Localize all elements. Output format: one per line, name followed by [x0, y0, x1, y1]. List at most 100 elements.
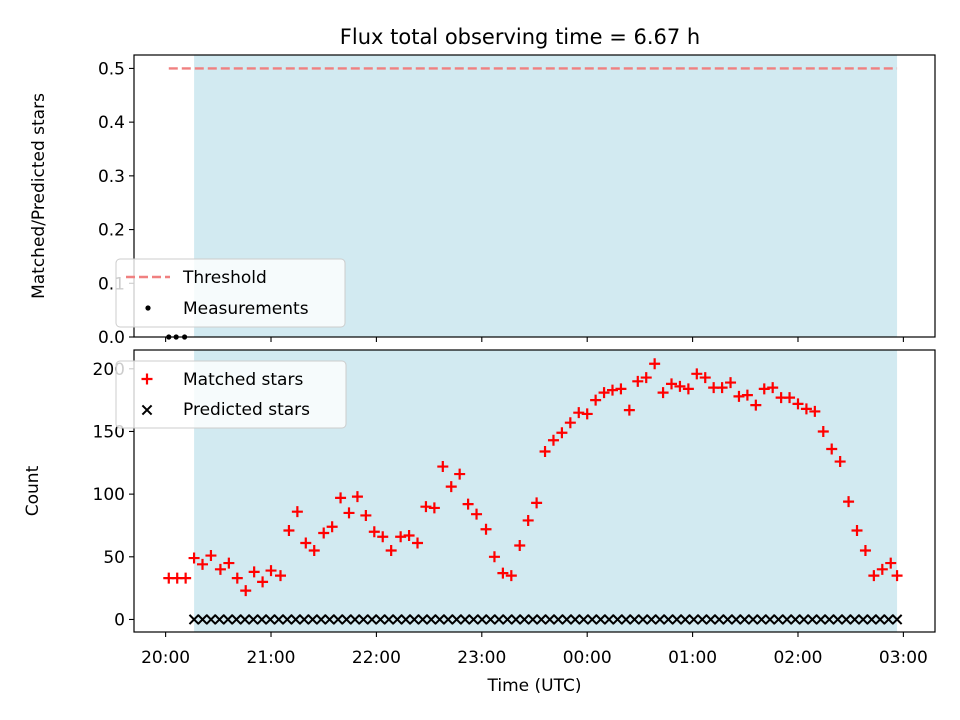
matched-star-point — [891, 570, 903, 582]
predicted-star-point — [747, 614, 759, 625]
predicted-star-point — [807, 614, 818, 625]
matched-star-point — [274, 570, 286, 582]
predicted-star-point — [197, 614, 208, 625]
matched-star-point — [403, 529, 415, 541]
matched-star-point — [420, 501, 432, 513]
matched-star-point — [733, 390, 745, 402]
matched-star-point — [395, 531, 407, 543]
matched-star-point — [437, 461, 449, 473]
predicted-star-point — [400, 614, 412, 625]
matched-star-point — [257, 576, 269, 588]
y-tick-label: 100 — [93, 485, 125, 505]
legend-measurement-label: Measurements — [183, 299, 309, 319]
matched-star-point — [231, 572, 243, 584]
matched-star-point — [385, 545, 397, 557]
predicted-star-point — [688, 614, 700, 625]
count-plot-content — [163, 358, 903, 625]
ratio-legend: Threshold Measurements — [115, 258, 346, 328]
x-tick-label: 22:00 — [352, 648, 401, 668]
predicted-star-point — [544, 614, 556, 625]
predicted-star-point — [891, 614, 903, 625]
matched-star-point — [725, 377, 737, 389]
matched-star-point — [360, 509, 372, 521]
predicted-star-point — [696, 614, 708, 625]
x-tick-label: 23:00 — [457, 648, 506, 668]
matched-star-point — [682, 383, 694, 395]
predicted-star-point — [231, 614, 242, 625]
predicted-star-point — [866, 614, 877, 625]
ratio-plot-frame — [133, 54, 936, 338]
matched-star-point — [590, 394, 602, 406]
predicted-star-point — [680, 614, 691, 625]
predicted-star-point — [857, 614, 869, 625]
predicted-star-point — [798, 614, 810, 625]
y-tick-label: 50 — [103, 548, 125, 568]
predicted-star-point — [629, 614, 640, 625]
predicted-star-point — [705, 614, 717, 625]
matched-star-point — [666, 378, 678, 390]
predicted-star-point — [273, 614, 285, 625]
matched-star-point — [412, 537, 424, 549]
matched-star-point — [514, 540, 526, 552]
predicted-star-point — [434, 614, 446, 625]
count-plot-frame — [133, 349, 936, 633]
predicted-star-point — [408, 614, 420, 625]
matched-star-point — [868, 570, 880, 582]
predicted-star-point — [764, 614, 776, 625]
matched-star-point — [716, 382, 728, 394]
predicted-star-point — [730, 614, 742, 625]
matched-star-point — [335, 492, 347, 504]
matched-star-point — [750, 399, 762, 411]
matched-star-point — [843, 496, 855, 508]
predicted-star-point — [536, 614, 547, 625]
predicted-star-point — [239, 614, 251, 625]
predicted-star-point — [214, 614, 225, 625]
predicted-star-point — [569, 614, 581, 625]
matched-star-point — [300, 537, 312, 549]
predicted-star-point — [883, 614, 894, 625]
matched-star-point — [428, 502, 440, 514]
predicted-star-point — [493, 614, 505, 625]
matched-star-point — [318, 527, 330, 539]
matched-star-point — [623, 404, 635, 416]
matched-star-point — [522, 514, 534, 526]
matched-star-point — [741, 389, 753, 401]
matched-star-point — [248, 566, 260, 578]
legend-measurement-swatch — [145, 305, 151, 311]
matched-star-point — [834, 456, 846, 468]
matched-star-point — [223, 557, 235, 569]
matched-star-point — [758, 383, 770, 395]
predicted-star-point — [315, 614, 327, 625]
ratio-y-axis-label: Matched/Predicted stars — [29, 93, 49, 299]
matched-star-point — [826, 443, 838, 455]
predicted-star-point — [815, 614, 827, 625]
matched-star-point — [598, 387, 610, 399]
matched-star-point — [308, 545, 320, 557]
predicted-star-point — [324, 614, 335, 625]
predicted-star-point — [849, 614, 861, 625]
predicted-star-point — [307, 614, 318, 625]
predicted-star-point — [646, 614, 657, 625]
predicted-star-point — [358, 614, 369, 625]
matched-star-point — [240, 585, 252, 597]
predicted-star-point — [874, 614, 886, 625]
predicted-star-point — [502, 614, 513, 625]
ratio-panel: 0.00.10.20.30.40.5 Matched/Predicted sta… — [29, 54, 936, 348]
matched-star-point — [640, 372, 652, 384]
x-tick-label: 00:00 — [563, 648, 612, 668]
x-tick-label: 03:00 — [879, 648, 928, 668]
predicted-star-point — [552, 614, 564, 625]
predicted-star-point — [781, 614, 793, 625]
matched-star-point — [792, 398, 804, 410]
matched-star-point — [851, 524, 863, 536]
matched-star-point — [531, 497, 543, 509]
predicted-star-point — [713, 614, 725, 625]
y-tick-label: 0 — [114, 610, 125, 630]
predicted-star-point — [425, 614, 437, 625]
predicted-star-point — [205, 614, 217, 625]
matched-star-point — [377, 531, 389, 543]
predicted-star-point — [383, 614, 395, 625]
matched-star-point — [343, 507, 355, 519]
